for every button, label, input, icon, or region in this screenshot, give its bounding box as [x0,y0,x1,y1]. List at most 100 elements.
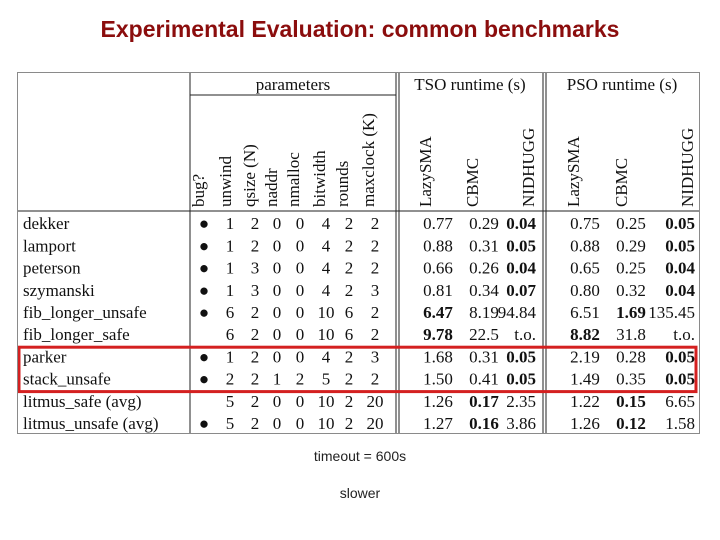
tso-runtime: 0.07 [506,281,536,300]
param-header: maxclock (K) [359,113,378,207]
param-value: 4 [322,347,331,366]
pso-runtime: 0.80 [570,281,600,300]
pso-runtime: 1.26 [570,414,600,433]
tso-runtime: 0.26 [469,259,499,278]
pso-runtime: 0.05 [665,370,695,389]
tso-runtime: 22.5 [469,325,499,344]
tso-runtime: 9.78 [423,325,453,344]
param-value: 0 [273,259,282,278]
group-header-tso: TSO runtime (s) [414,75,525,94]
param-header: qsize (N) [240,144,259,207]
param-value: 20 [367,414,384,433]
param-value: 1 [273,370,282,389]
param-value: 0 [273,236,282,255]
bug-marker: ● [199,370,209,389]
pso-runtime: 31.8 [616,325,646,344]
tso-runtime: 8.19 [469,303,499,322]
pso-runtime: t.o. [673,325,695,344]
pso-runtime: 2.19 [570,347,600,366]
param-value: 10 [318,303,335,322]
tso-runtime: 0.04 [506,214,536,233]
tool-header: NIDHUGG [519,128,538,207]
tso-runtime: 1.26 [423,392,453,411]
tso-runtime: 0.29 [469,214,499,233]
param-value: 5 [226,414,235,433]
param-value: 2 [251,214,260,233]
tso-runtime: 1.27 [423,414,453,433]
bug-marker: ● [199,259,209,278]
tso-runtime: 0.34 [469,281,499,300]
param-value: 2 [371,370,380,389]
group-header-pso: PSO runtime (s) [567,75,678,94]
row-name: parker [23,347,67,366]
param-value: 0 [296,325,305,344]
pso-runtime: 6.65 [665,392,695,411]
pso-runtime: 0.05 [665,347,695,366]
param-value: 2 [345,281,354,300]
param-value: 5 [322,370,331,389]
param-value: 0 [296,236,305,255]
param-value: 2 [251,236,260,255]
tso-runtime: 0.88 [423,236,453,255]
param-value: 0 [273,392,282,411]
param-value: 2 [296,370,305,389]
tso-runtime: 0.66 [423,259,453,278]
param-value: 2 [345,259,354,278]
param-header: bug? [189,174,208,207]
pso-runtime: 1.58 [665,414,695,433]
pso-runtime: 0.12 [616,414,646,433]
pso-runtime: 0.05 [665,236,695,255]
param-value: 4 [322,214,331,233]
benchmark-table-svg: parameters TSO runtime (s) PSO runtime (s)… [17,73,699,433]
pso-runtime: 0.25 [616,259,646,278]
bug-marker: ● [199,347,209,366]
tso-runtime: 0.41 [469,370,499,389]
param-value: 2 [226,370,235,389]
pso-runtime: 135.45 [648,303,695,322]
param-value: 10 [318,414,335,433]
bug-marker: ● [199,414,209,433]
param-value: 0 [296,259,305,278]
param-value: 2 [345,214,354,233]
tso-runtime: 1.50 [423,370,453,389]
param-value: 2 [371,259,380,278]
group-header-parameters: parameters [256,75,331,94]
tso-runtime: 0.04 [506,259,536,278]
param-value: 0 [296,281,305,300]
pso-runtime: 1.49 [570,370,600,389]
pso-runtime: 0.35 [616,370,646,389]
param-value: 0 [273,325,282,344]
tool-header: CBMC [612,158,631,207]
param-value: 2 [251,392,260,411]
param-value: 6 [345,325,354,344]
bug-marker: ● [199,214,209,233]
tso-runtime: 2.35 [506,392,536,411]
tso-runtime: 0.31 [469,347,499,366]
pso-runtime: 0.65 [570,259,600,278]
param-value: 1 [226,281,235,300]
param-header: nmalloc [284,152,303,207]
param-value: 20 [367,392,384,411]
bug-marker: ● [199,303,209,322]
param-value: 0 [296,392,305,411]
param-value: 0 [273,214,282,233]
param-value: 0 [273,303,282,322]
param-value: 2 [251,303,260,322]
param-value: 1 [226,236,235,255]
param-header: bitwidth [310,150,329,207]
param-value: 0 [296,303,305,322]
pso-runtime: 1.22 [570,392,600,411]
param-value: 2 [251,370,260,389]
row-name: fib_longer_unsafe [23,303,147,322]
tso-runtime: 0.77 [423,214,453,233]
tso-runtime: 0.31 [469,236,499,255]
bug-marker: ● [199,236,209,255]
tso-runtime: 0.17 [469,392,499,411]
param-value: 0 [296,347,305,366]
pso-runtime: 0.75 [570,214,600,233]
param-value: 4 [322,259,331,278]
param-value: 0 [273,347,282,366]
tso-runtime: 6.47 [423,303,453,322]
param-value: 2 [345,414,354,433]
row-name: dekker [23,214,70,233]
